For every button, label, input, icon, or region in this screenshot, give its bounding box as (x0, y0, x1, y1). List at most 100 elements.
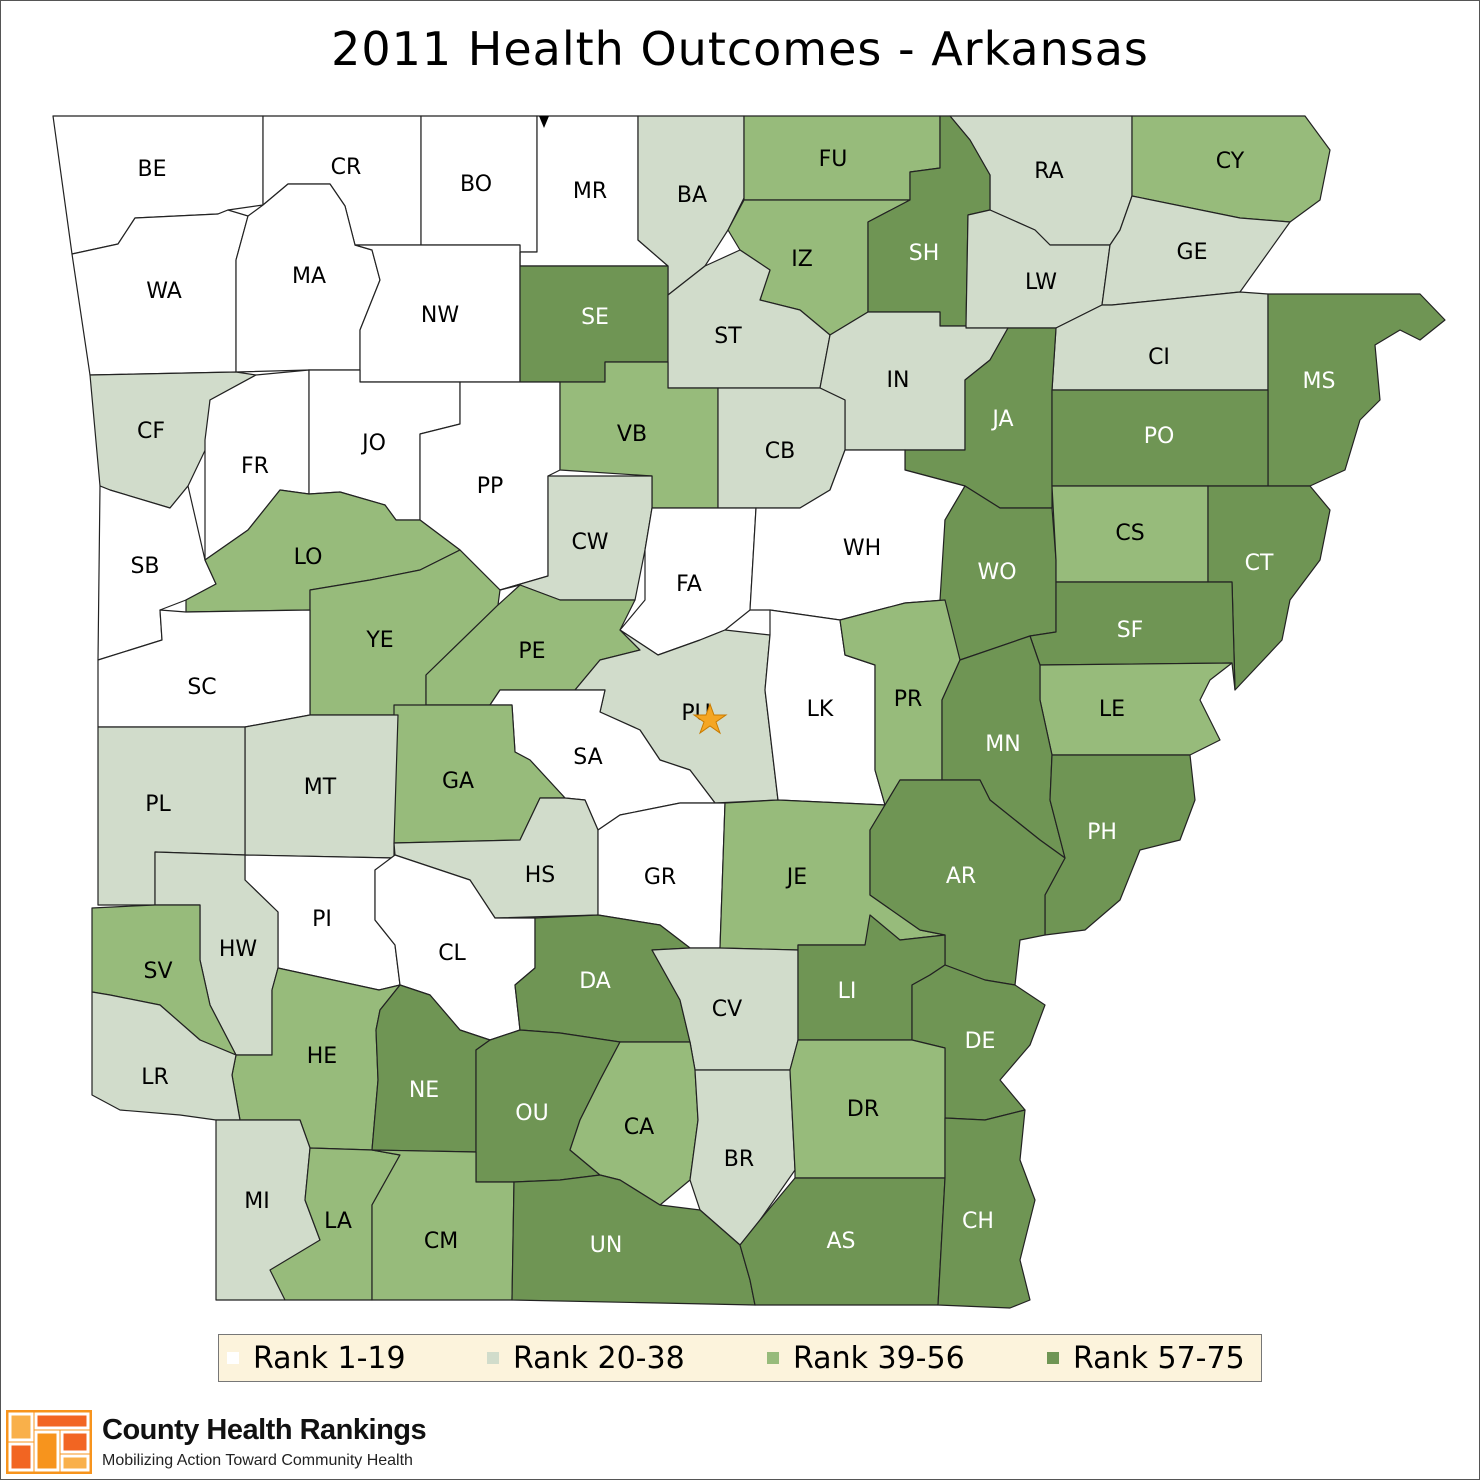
county-label-hs: HS (525, 863, 556, 888)
county-lr (91, 991, 241, 1121)
legend-item-rank-57-75: Rank 57-75 (1047, 1335, 1245, 1381)
county-label-ms: MS (1303, 369, 1336, 394)
county-ar (869, 779, 1066, 986)
county-label-wh: WH (843, 536, 881, 561)
map-title: 2011 Health Outcomes - Arkansas (331, 22, 1149, 76)
county-label-cv: CV (712, 997, 742, 1022)
legend-swatch (1047, 1352, 1059, 1364)
county-label-gr: GR (644, 865, 676, 890)
county-label-cf: CF (137, 419, 165, 444)
county-label-mr: MR (573, 179, 607, 204)
county-label-ra: RA (1034, 159, 1063, 184)
county-label-fr: FR (241, 454, 269, 479)
county-label-iz: IZ (791, 247, 813, 272)
county-label-sa: SA (573, 745, 602, 770)
county-label-st: ST (714, 324, 742, 349)
county-label-ba: BA (677, 183, 707, 208)
county-label-cs: CS (1115, 521, 1144, 546)
county-label-bo: BO (460, 172, 492, 197)
legend-label: Rank 57-75 (1073, 1340, 1245, 1376)
county-label-la: LA (324, 1209, 352, 1234)
county-label-sv: SV (143, 959, 172, 984)
county-label-sc: SC (187, 675, 216, 700)
brand-tagline: Mobilizing Action Toward Community Healt… (102, 1452, 413, 1469)
county-label-fu: FU (819, 147, 848, 172)
county-label-ye: YE (365, 628, 393, 653)
county-label-cw: CW (571, 530, 608, 555)
county-label-cy: CY (1216, 149, 1245, 174)
county-label-lr: LR (141, 1065, 169, 1090)
county-label-ou: OU (515, 1101, 548, 1126)
county-health-rankings-brand: County Health Rankings Mobilizing Action… (6, 1410, 466, 1474)
legend-item-rank-39-56: Rank 39-56 (767, 1335, 965, 1381)
county-label-pr: PR (894, 687, 923, 712)
county-ch (937, 1109, 1036, 1309)
county-label-cm: CM (424, 1229, 458, 1254)
county-label-se: SE (581, 305, 609, 330)
county-label-wa: WA (146, 279, 182, 304)
county-label-lk: LK (807, 697, 834, 722)
county-label-be: BE (138, 157, 167, 182)
legend-label: Rank 1-19 (253, 1340, 406, 1376)
county-label-le: LE (1099, 697, 1125, 722)
county-label-fa: FA (676, 572, 702, 597)
county-label-ca: CA (624, 1115, 654, 1140)
county-label-un: UN (590, 1233, 623, 1258)
county-label-lw: LW (1025, 270, 1057, 295)
county-label-sf: SF (1117, 618, 1144, 643)
county-label-ar: AR (946, 864, 976, 889)
county-label-pe: PE (518, 639, 545, 664)
legend-swatch (767, 1352, 779, 1364)
county-label-ge: GE (1177, 240, 1208, 265)
legend-item-rank-20-38: Rank 20-38 (487, 1335, 685, 1381)
county-label-sh: SH (909, 241, 940, 266)
county-label-po: PO (1144, 424, 1175, 449)
county-label-hw: HW (219, 937, 258, 962)
county-label-ph: PH (1087, 820, 1117, 845)
county-label-he: HE (307, 1044, 337, 1069)
county-ph (1044, 754, 1196, 936)
county-label-pl: PL (145, 792, 171, 817)
county-label-cl: CL (438, 941, 466, 966)
county-label-pp: PP (477, 474, 504, 499)
legend-item-rank-1-19: Rank 1-19 (227, 1335, 406, 1381)
county-label-cb: CB (765, 439, 795, 464)
county-label-ma: MA (292, 264, 326, 289)
county-label-vb: VB (617, 422, 647, 447)
county-label-da: DA (579, 969, 611, 994)
county-un (511, 1174, 756, 1306)
county-label-cr: CR (331, 155, 362, 180)
north-marker-icon (539, 116, 549, 128)
county-label-ct: CT (1245, 551, 1274, 576)
county-label-je: JE (785, 865, 807, 890)
county-label-wo: WO (977, 560, 1016, 585)
county-label-br: BR (724, 1147, 754, 1172)
legend-label: Rank 39-56 (793, 1340, 965, 1376)
county-label-in: IN (887, 368, 910, 393)
county-label-sb: SB (130, 554, 159, 579)
county-label-ci: CI (1148, 345, 1170, 370)
county-le (1039, 662, 1233, 756)
county-label-de: DE (965, 1029, 996, 1054)
legend-swatch (487, 1352, 499, 1364)
county-label-pi: PI (312, 907, 332, 932)
county-label-jo: JO (360, 431, 386, 456)
capital-star-icon (692, 702, 728, 735)
brand-name: County Health Rankings (102, 1414, 427, 1446)
county-label-ne: NE (409, 1078, 439, 1103)
legend-swatch (227, 1352, 239, 1364)
county-label-mi: MI (244, 1189, 269, 1214)
county-label-mt: MT (304, 775, 337, 800)
county-ms (1267, 293, 1446, 487)
legend-label: Rank 20-38 (513, 1340, 685, 1376)
legend: Rank 1-19 Rank 20-38 Rank 39-56 Rank 57-… (218, 1334, 1262, 1382)
arkansas-county-map: BE CR BO MR BA FU RA CY WA MA NW SE IZ SH LW GE ST CI MS IN… (52, 115, 1446, 1309)
county-label-dr: DR (847, 1097, 879, 1122)
county-health-rankings-logo-icon (6, 1410, 92, 1474)
county-label-ga: GA (442, 769, 474, 794)
county-label-ja: JA (990, 407, 1013, 432)
county-label-nw: NW (421, 303, 459, 328)
county-label-mn: MN (985, 732, 1020, 757)
county-label-lo: LO (294, 545, 323, 570)
county-label-li: LI (838, 979, 857, 1004)
